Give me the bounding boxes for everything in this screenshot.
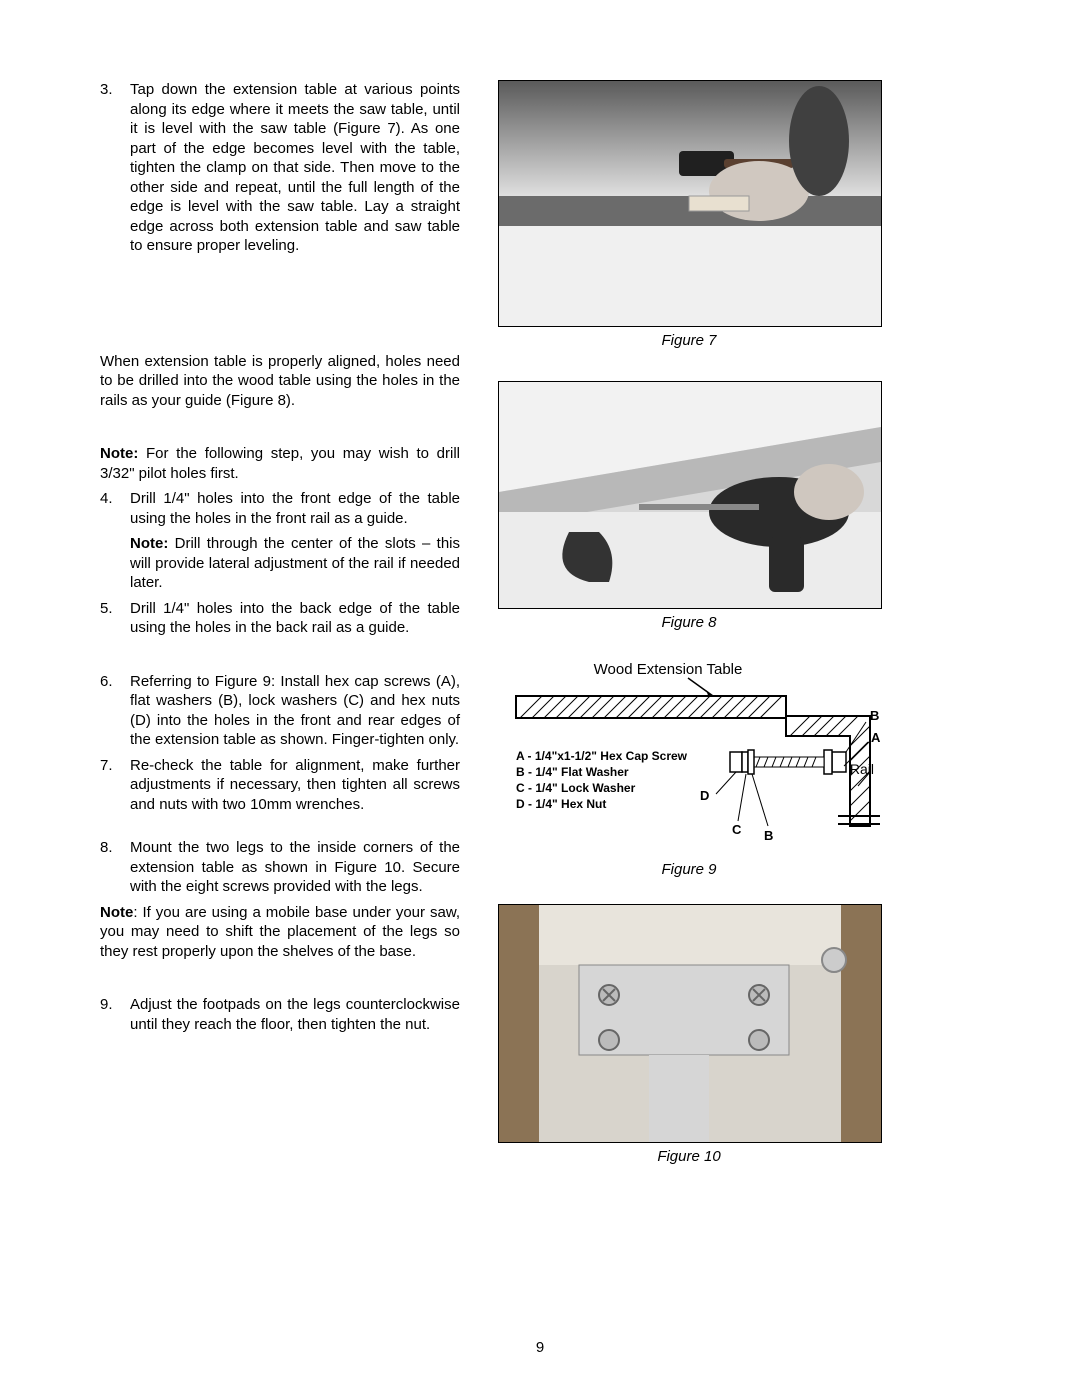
note-mobile: Note: If you are using a mobile base und… (100, 903, 460, 962)
note-text: For the following step, you may wish to … (100, 445, 460, 482)
step-text: Referring to Figure 9: Install hex cap s… (130, 672, 460, 750)
step-text: Drill 1/4" holes into the back edge of t… (130, 599, 460, 638)
figure-8-image (498, 381, 882, 609)
right-column: Figure 7 (498, 80, 880, 1176)
figure-10-image (498, 904, 882, 1143)
content-grid: 3. Tap down the extension table at vario… (100, 80, 980, 1176)
step-number: 4. (100, 489, 130, 593)
step-number: 9. (100, 995, 130, 1034)
fig9-label-rail: Rail (850, 761, 874, 777)
step-text: Re-check the table for alignment, make f… (130, 756, 460, 815)
step-6: 6. Referring to Figure 9: Install hex ca… (100, 672, 460, 750)
step-3: 3. Tap down the extension table at vario… (100, 80, 460, 256)
fig9-key-d: D - 1/4" Hex Nut (516, 797, 606, 811)
step-number: 5. (100, 599, 130, 638)
step-5: 5. Drill 1/4" holes into the back edge o… (100, 599, 460, 638)
aligned-paragraph: When extension table is properly aligned… (100, 352, 460, 411)
page-number: 9 (0, 1338, 1080, 1358)
step-text: Drill 1/4" holes into the front edge of … (130, 489, 460, 593)
figure-8-caption: Figure 8 (498, 613, 880, 633)
fig9-key-c: C - 1/4" Lock Washer (516, 781, 636, 795)
fig9-label-b: B (870, 708, 879, 723)
step-number: 7. (100, 756, 130, 815)
step-text: Adjust the footpads on the legs counterc… (130, 995, 460, 1034)
left-column: 3. Tap down the extension table at vario… (100, 80, 460, 1176)
fig9-label-c: C (732, 822, 742, 837)
note-label: Note: (100, 445, 138, 462)
figure-10: Figure 10 (498, 904, 880, 1167)
note-text: Drill through the center of the slots – … (130, 535, 460, 591)
step-4: 4. Drill 1/4" holes into the front edge … (100, 489, 460, 593)
step-number: 3. (100, 80, 130, 256)
note-text: : If you are using a mobile base under y… (100, 904, 460, 960)
step-text: Mount the two legs to the inside corners… (130, 838, 460, 897)
step-7: 7. Re-check the table for alignment, mak… (100, 756, 460, 815)
step-number: 6. (100, 672, 130, 750)
step-text: Tap down the extension table at various … (130, 80, 460, 256)
step-number: 8. (100, 838, 130, 897)
figure-7-caption: Figure 7 (498, 331, 880, 351)
page: 3. Tap down the extension table at vario… (0, 0, 1080, 1397)
figure-7-image (498, 80, 882, 327)
step-4-main: Drill 1/4" holes into the front edge of … (130, 490, 460, 527)
fig9-label-b2: B (764, 828, 773, 843)
note-label: Note (100, 904, 133, 921)
figure-9: Wood Extension Table (498, 656, 880, 880)
fig9-key-b: B - 1/4" Flat Washer (516, 765, 629, 779)
fig9-label-a: A (871, 730, 880, 745)
note-label: Note: (130, 535, 168, 552)
note-pilot: Note: For the following step, you may wi… (100, 444, 460, 483)
figure-7: Figure 7 (498, 80, 880, 351)
figure-10-caption: Figure 10 (498, 1147, 880, 1167)
figure-8: Figure 8 (498, 381, 880, 633)
step-9: 9. Adjust the footpads on the legs count… (100, 995, 460, 1034)
step-8: 8. Mount the two legs to the inside corn… (100, 838, 460, 897)
fig9-key-a: A - 1/4"x1-1/2" Hex Cap Screw (516, 749, 688, 763)
figure-9-caption: Figure 9 (498, 860, 880, 880)
fig9-title: Wood Extension Table (594, 661, 743, 678)
fig9-label-d: D (700, 788, 709, 803)
figure-9-diagram: Wood Extension Table (498, 656, 880, 856)
